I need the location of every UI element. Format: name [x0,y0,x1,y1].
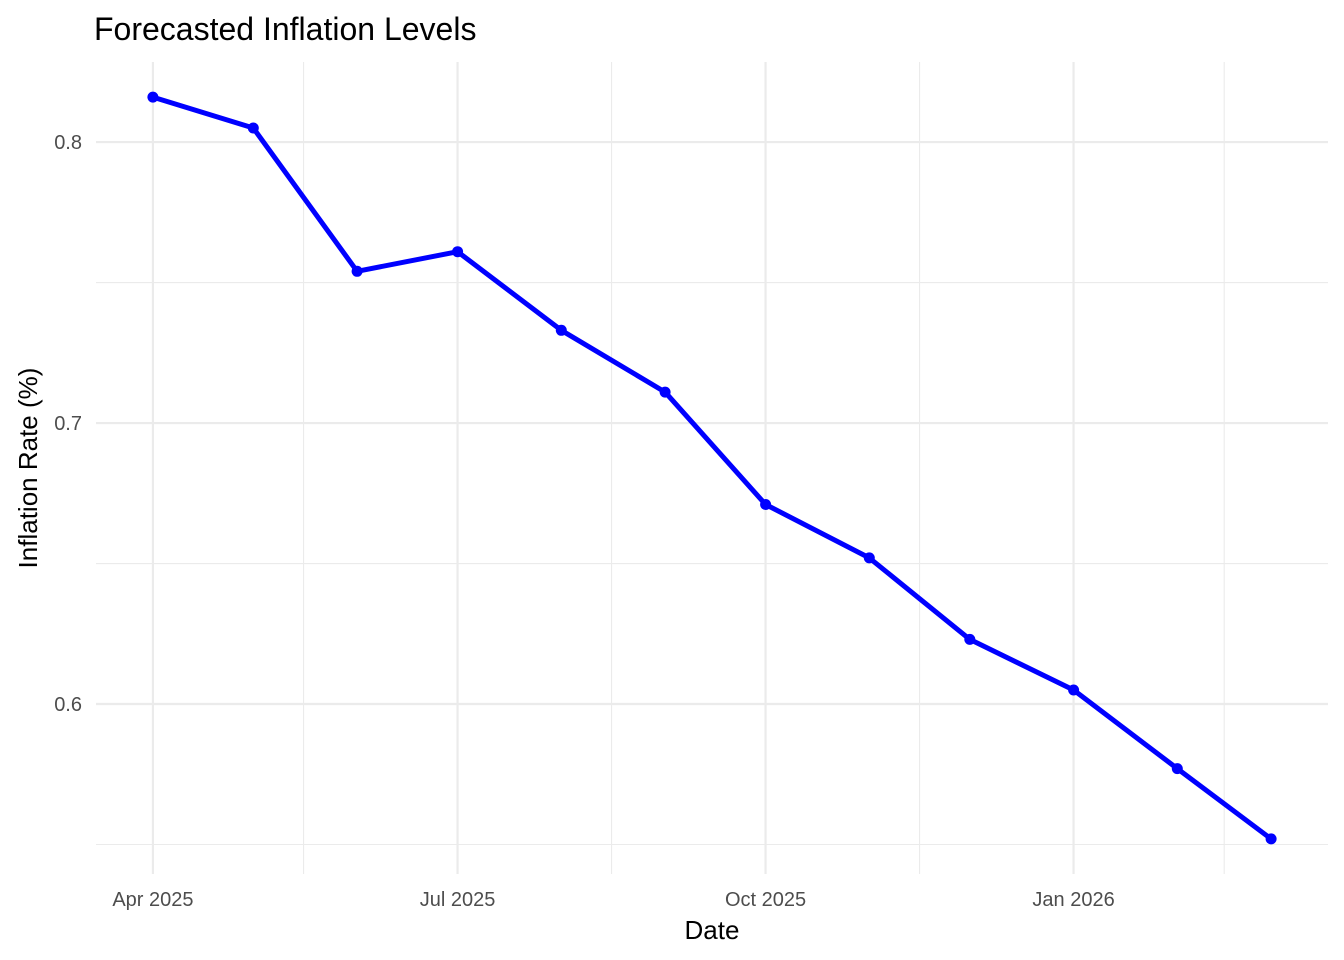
x-axis-ticks: Apr 2025 Jul 2025 Oct 2025 Jan 2026 [112,889,1114,911]
y-axis-ticks: 0.6 0.7 0.8 [54,132,82,716]
x-tick-label: Apr 2025 [112,889,193,911]
x-tick-label: Jul 2025 [420,889,496,911]
y-tick-label: 0.6 [54,694,82,716]
data-point [555,324,567,336]
chart-title: Forecasted Inflation Levels [94,11,476,47]
x-tick-label: Jan 2026 [1032,889,1114,911]
y-axis-title: Inflation Rate (%) [13,368,43,569]
data-point [659,386,671,398]
data-point [351,265,363,277]
x-tick-label: Oct 2025 [725,889,806,911]
data-point [1265,833,1277,845]
grid [96,62,1328,874]
x-axis-title: Date [685,915,740,945]
data-point [964,633,976,645]
data-point [1171,763,1183,775]
data-point [760,499,772,510]
data-point [147,91,159,103]
data-point [1068,684,1080,696]
data-point [863,552,875,564]
y-tick-label: 0.7 [54,413,82,435]
data-point [247,122,259,134]
series-line [152,94,1273,841]
y-tick-label: 0.8 [54,132,82,154]
series [147,91,1277,845]
data-point [452,246,464,258]
